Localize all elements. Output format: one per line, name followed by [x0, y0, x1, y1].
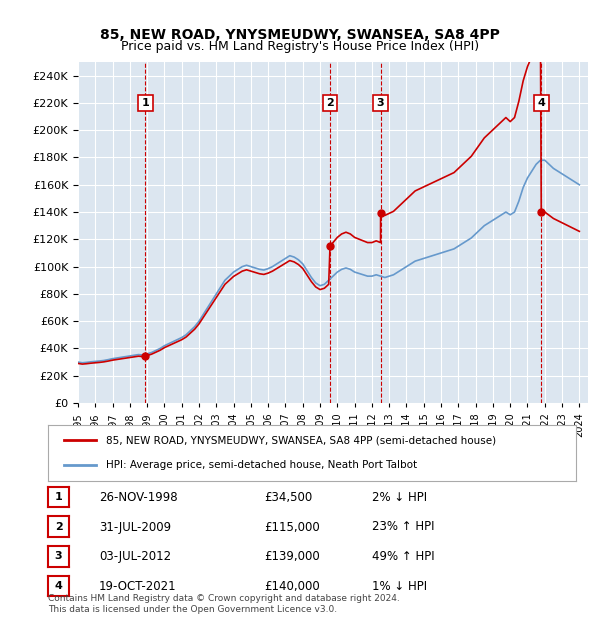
Text: 2: 2: [326, 98, 334, 108]
Text: 26-NOV-1998: 26-NOV-1998: [99, 491, 178, 503]
Text: 31-JUL-2009: 31-JUL-2009: [99, 521, 171, 533]
Text: HPI: Average price, semi-detached house, Neath Port Talbot: HPI: Average price, semi-detached house,…: [106, 460, 417, 470]
Text: 1: 1: [55, 492, 62, 502]
Text: Price paid vs. HM Land Registry's House Price Index (HPI): Price paid vs. HM Land Registry's House …: [121, 40, 479, 53]
Text: £34,500: £34,500: [264, 491, 312, 503]
Text: 2: 2: [55, 521, 62, 532]
Text: 1: 1: [142, 98, 149, 108]
Text: 2% ↓ HPI: 2% ↓ HPI: [372, 491, 427, 503]
Text: 03-JUL-2012: 03-JUL-2012: [99, 551, 171, 563]
Text: 23% ↑ HPI: 23% ↑ HPI: [372, 521, 434, 533]
Text: £140,000: £140,000: [264, 580, 320, 593]
Text: 4: 4: [538, 98, 545, 108]
Text: 85, NEW ROAD, YNYSMEUDWY, SWANSEA, SA8 4PP: 85, NEW ROAD, YNYSMEUDWY, SWANSEA, SA8 4…: [100, 28, 500, 42]
Text: £139,000: £139,000: [264, 551, 320, 563]
Text: 4: 4: [55, 581, 62, 591]
Text: 1% ↓ HPI: 1% ↓ HPI: [372, 580, 427, 593]
Text: 49% ↑ HPI: 49% ↑ HPI: [372, 551, 434, 563]
Text: £115,000: £115,000: [264, 521, 320, 533]
Text: 3: 3: [377, 98, 385, 108]
Text: 19-OCT-2021: 19-OCT-2021: [99, 580, 176, 593]
Text: 85, NEW ROAD, YNYSMEUDWY, SWANSEA, SA8 4PP (semi-detached house): 85, NEW ROAD, YNYSMEUDWY, SWANSEA, SA8 4…: [106, 435, 496, 445]
Text: 3: 3: [55, 551, 62, 562]
Text: Contains HM Land Registry data © Crown copyright and database right 2024.
This d: Contains HM Land Registry data © Crown c…: [48, 595, 400, 614]
